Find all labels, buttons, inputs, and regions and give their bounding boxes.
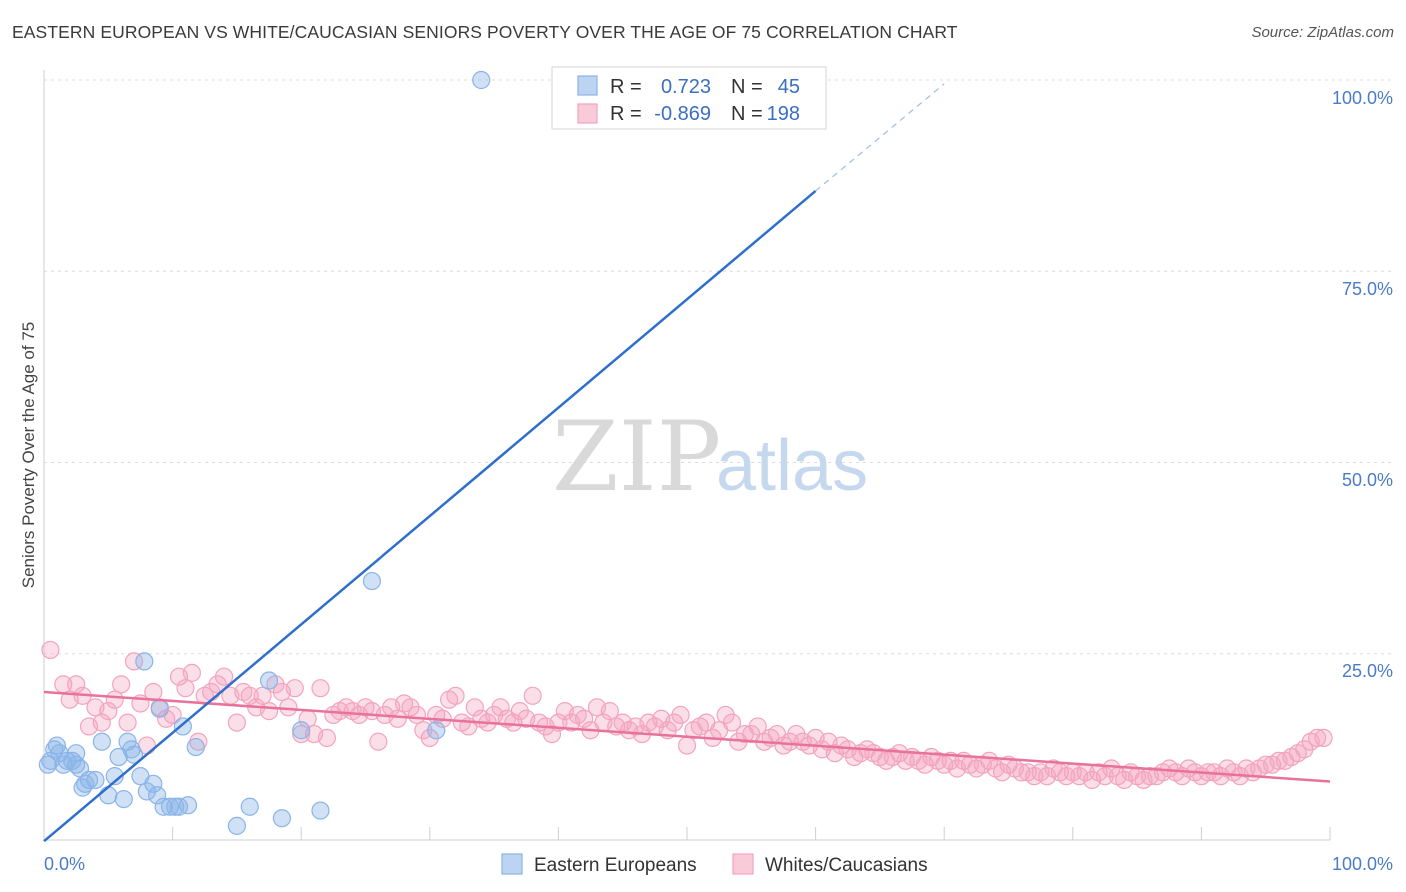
point-white-caucasian — [41, 640, 60, 660]
point-white-caucasian — [446, 686, 465, 705]
point-white-caucasian — [575, 709, 594, 728]
legend-series-white: Whites/Caucasians — [765, 855, 928, 876]
point-white-caucasian — [182, 663, 201, 682]
legend-swatch-eastern — [577, 75, 598, 96]
legend-swatch-white — [732, 853, 754, 875]
point-eastern-european — [169, 797, 189, 816]
point-white-caucasian — [67, 675, 86, 694]
point-white-caucasian — [259, 702, 279, 721]
point-eastern-european — [240, 797, 259, 816]
point-white-caucasian — [176, 679, 195, 698]
point-white-caucasian — [112, 675, 131, 694]
point-white-caucasian — [671, 705, 690, 725]
legend-swatch-eastern — [501, 853, 523, 875]
point-white-caucasian — [311, 679, 330, 698]
y-tick-label: 50.0% — [1342, 470, 1393, 490]
point-eastern-european — [114, 789, 133, 809]
point-white-caucasian — [1308, 728, 1327, 748]
gridlines — [44, 79, 1392, 655]
point-eastern-european — [311, 801, 330, 820]
point-white-caucasian — [227, 713, 246, 732]
point-eastern-european — [86, 770, 105, 790]
point-eastern-european — [178, 796, 198, 815]
legend-r-label: R = — [610, 103, 642, 125]
point-white-caucasian — [407, 705, 427, 725]
point-eastern-european — [186, 737, 205, 757]
watermark-zip: ZIP — [552, 401, 721, 513]
point-white-caucasian — [124, 652, 144, 671]
point-eastern-european — [148, 786, 167, 805]
point-white-caucasian — [92, 713, 111, 732]
legend-box — [551, 66, 827, 130]
point-eastern-european — [472, 70, 491, 90]
point-white-caucasian — [523, 686, 542, 705]
point-white-caucasian — [542, 724, 562, 744]
point-white-caucasian — [317, 728, 337, 748]
point-white-caucasian — [677, 736, 697, 755]
point-eastern-european — [92, 732, 111, 751]
point-white-caucasian — [1314, 728, 1333, 748]
point-white-caucasian — [388, 709, 407, 728]
point-eastern-european — [105, 767, 124, 786]
point-white-caucasian — [118, 713, 137, 732]
point-white-caucasian — [600, 702, 619, 721]
point-eastern-european — [292, 721, 311, 740]
trend-line-extension — [815, 83, 945, 192]
y-tick-label: 25.0% — [1342, 661, 1393, 681]
point-eastern-european — [67, 744, 86, 763]
series-legend: Eastern Europeans Whites/Caucasians — [501, 853, 928, 876]
point-eastern-european — [272, 809, 292, 828]
point-eastern-european — [99, 786, 118, 805]
y-axis-label: Seniors Poverty Over the Age of 75 — [19, 322, 38, 588]
point-white-caucasian — [285, 679, 304, 698]
y-tick-label: 100.0% — [1332, 88, 1393, 108]
watermark-atlas: atlas — [716, 426, 868, 506]
point-eastern-european — [144, 774, 163, 793]
y-tick-label: 75.0% — [1342, 279, 1393, 299]
point-white-caucasian — [99, 702, 118, 721]
source-credit: Source: ZipAtlas.com — [1251, 24, 1394, 41]
legend-n-value: 45 — [778, 76, 800, 98]
trend-lines — [43, 83, 1331, 843]
point-white-caucasian — [465, 698, 484, 717]
series-whites-caucasians — [41, 640, 1333, 790]
point-white-caucasian — [491, 698, 510, 717]
trend-line-eastern-european — [43, 189, 817, 843]
legend-n-value: 198 — [767, 103, 800, 125]
legend-r-label: R = — [610, 76, 642, 98]
legend-series-eastern: Eastern Europeans — [534, 855, 697, 876]
point-eastern-european — [124, 745, 144, 764]
legend-n-label: N = — [731, 103, 763, 125]
point-white-caucasian — [292, 724, 311, 744]
point-eastern-european — [227, 816, 246, 835]
point-eastern-european — [259, 671, 279, 690]
point-eastern-european — [150, 699, 169, 718]
legend-r-value: 0.723 — [661, 76, 711, 98]
point-eastern-european — [362, 571, 382, 591]
point-white-caucasian — [748, 717, 767, 736]
x-tick-label: 100.0% — [1332, 854, 1393, 874]
point-white-caucasian — [214, 667, 234, 686]
correlation-legend: R = 0.723 N = 45 R = -0.869 N = 198 — [551, 66, 827, 130]
point-white-caucasian — [369, 732, 388, 751]
legend-r-value: -0.869 — [654, 103, 711, 125]
point-eastern-european — [79, 770, 99, 790]
legend-n-label: N = — [731, 76, 763, 98]
point-white-caucasian — [240, 686, 259, 705]
watermark: ZIP atlas — [552, 401, 868, 513]
trend-line-white-caucasian — [43, 690, 1331, 783]
point-eastern-european — [135, 652, 154, 671]
series-eastern-europeans — [38, 70, 491, 835]
point-white-caucasian — [279, 698, 298, 717]
x-axis-ticks — [43, 827, 1331, 840]
point-eastern-european — [427, 721, 446, 740]
point-white-caucasian — [253, 686, 272, 705]
point-white-caucasian — [722, 713, 742, 732]
chart-title: EASTERN EUROPEAN VS WHITE/CAUCASIAN SENI… — [12, 22, 958, 42]
legend-swatch-white — [577, 103, 598, 124]
point-white-caucasian — [105, 690, 124, 709]
x-tick-label: 0.0% — [44, 854, 85, 874]
